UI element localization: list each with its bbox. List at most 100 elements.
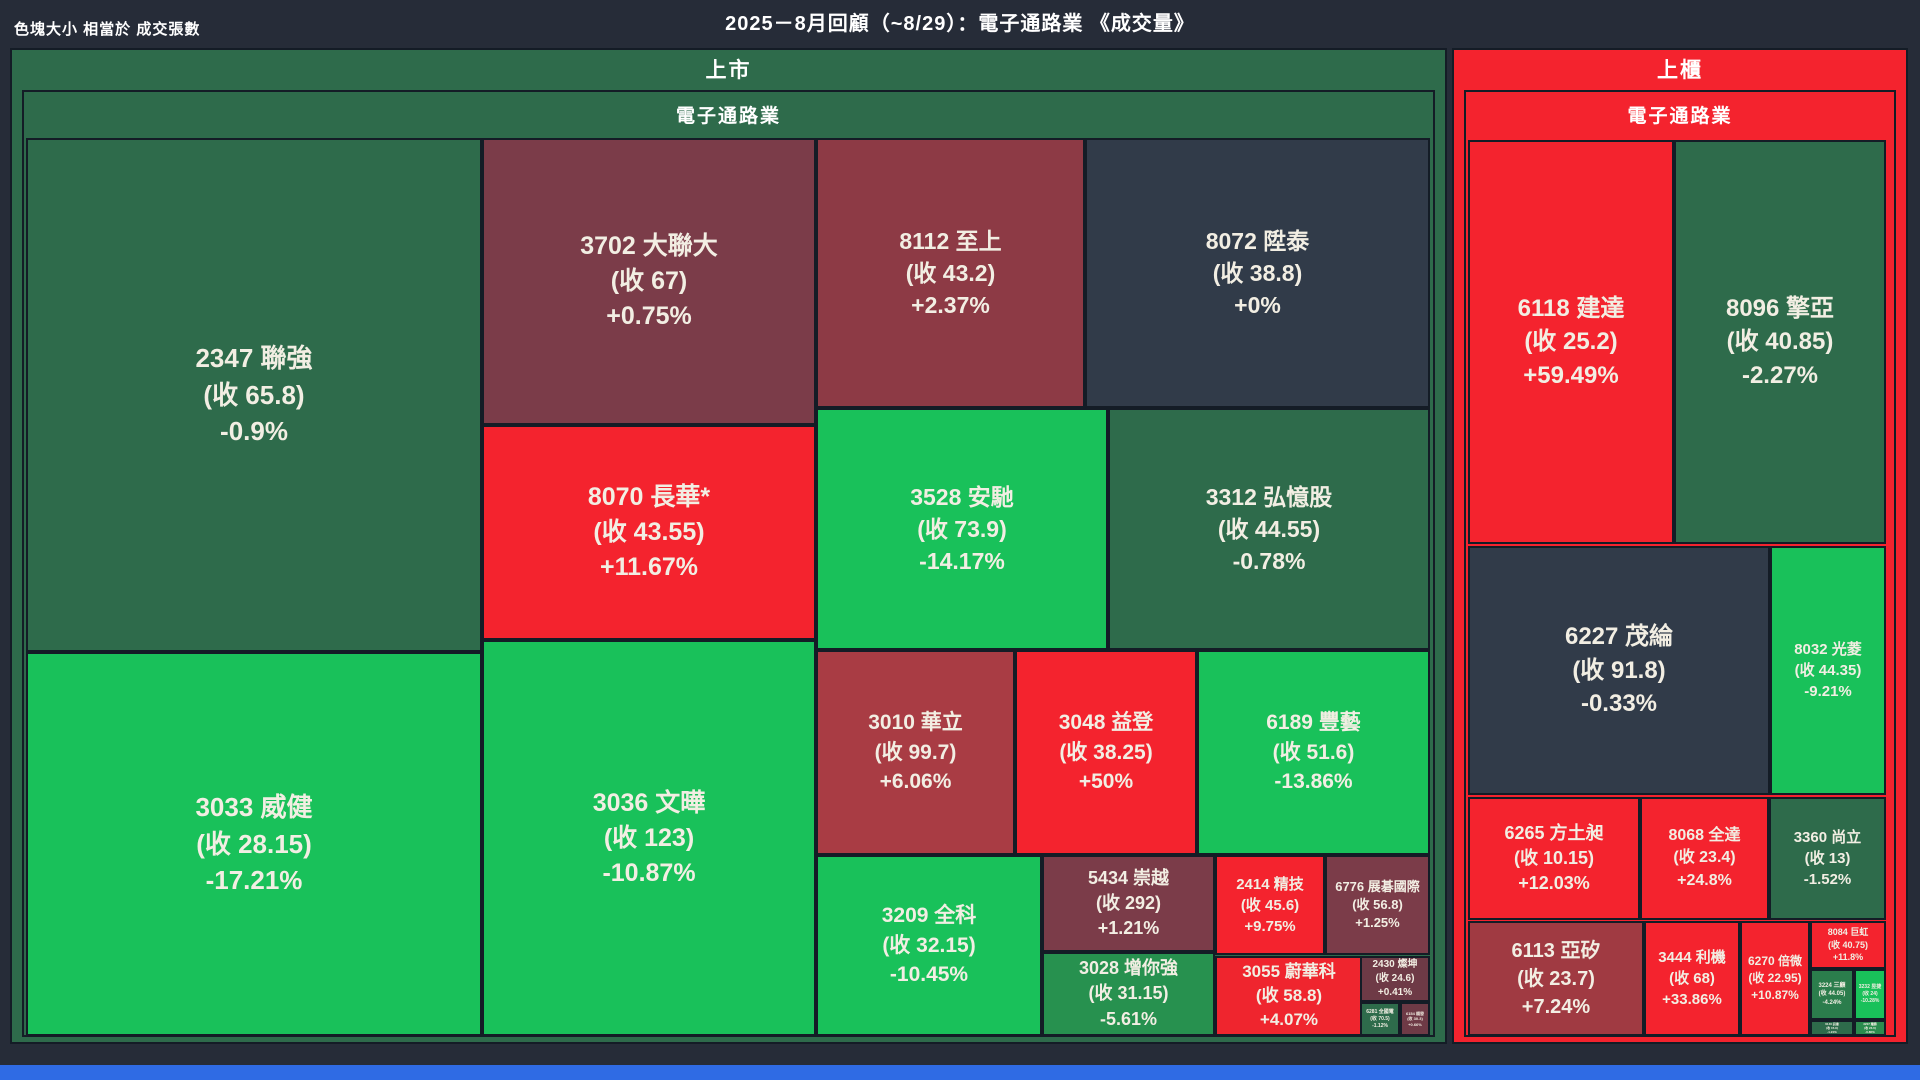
stock-block-3209[interactable]: 3209 全科 (收 32.15) -10.45% (818, 857, 1040, 1034)
stock-close-price: (收 32.15) (882, 933, 976, 957)
stock-change-percent: +0% (1234, 292, 1281, 319)
stock-change-percent: +0.75% (606, 302, 692, 330)
stock-block-3055[interactable]: 3055 蔚華科 (收 58.8) +4.07% (1217, 958, 1361, 1034)
treemap-area-otc: 6118 建達 (收 25.2) +59.49% 8096 擎亞 (收 40.85) -2… (1470, 138, 1890, 1034)
stock-close-price: (收 65.8) (203, 379, 305, 410)
stock-block-3224[interactable]: 3224 三顧 (收 44.05) -4.24% (1812, 971, 1852, 1018)
market-panel-listed: 上市 電子通路業 2347 聯強 (收 65.8) -0.9% 3033 威健 (收 2… (10, 48, 1447, 1044)
stock-block-6140[interactable]: 6140 訊達 (收 15.9) -1.24% (1812, 1022, 1852, 1034)
stock-close-price: (收 43.55) (593, 518, 705, 546)
stock-block-6189[interactable]: 6189 豐藝 (收 51.6) -13.86% (1199, 652, 1428, 853)
stock-close-price: (收 45.6) (1240, 896, 1300, 914)
stock-code-name: 6189 豐藝 (1266, 711, 1361, 735)
stock-block-3033[interactable]: 3033 威健 (收 28.15) -17.21% (28, 654, 480, 1034)
stock-block-6227[interactable]: 6227 茂綸 (收 91.8) -0.33% (1470, 548, 1768, 793)
stock-block-6113[interactable]: 6113 亞矽 (收 23.7) +7.24% (1470, 923, 1642, 1034)
stock-block-3528[interactable]: 3528 安馳 (收 73.9) -14.17% (818, 410, 1106, 648)
stock-block-6265[interactable]: 6265 方土昶 (收 10.15) +12.03% (1470, 799, 1638, 918)
stock-close-price: (收 43.2) (905, 259, 996, 286)
stock-block-3036[interactable]: 3036 文曄 (收 123) -10.87% (484, 642, 814, 1034)
stock-code-name: 6227 茂綸 (1564, 623, 1674, 651)
stock-change-percent: -9.21% (1804, 683, 1852, 700)
stock-close-price: (收 40.85) (1726, 328, 1834, 356)
stock-code-name: 3036 文曄 (592, 788, 706, 817)
stock-code-name: 8096 擎亞 (1725, 294, 1835, 322)
stock-code-name: 3528 安馳 (910, 483, 1014, 510)
stock-code-name: 3444 利機 (1658, 949, 1726, 966)
stock-block-5434[interactable]: 5434 崇越 (收 292) +1.21% (1044, 857, 1213, 950)
stock-close-price: (收 23.0) (1864, 1025, 1876, 1030)
stock-close-price: (收 73.9) (917, 515, 1007, 542)
stock-block-3312[interactable]: 3312 弘憶股 (收 44.55) -0.78% (1110, 410, 1428, 648)
stock-change-percent: +11.67% (599, 553, 698, 581)
stock-change-percent: +33.86% (1662, 991, 1722, 1008)
stock-block-2430[interactable]: 2430 燦坤 (收 24.6) +0.41% (1362, 958, 1428, 1000)
stock-close-price: (收 24.6) (1375, 973, 1415, 984)
stock-block-3232[interactable]: 3232 昱捷 (收 24) -10.28% (1856, 971, 1884, 1018)
stock-block-3360[interactable]: 3360 尚立 (收 13) -1.52% (1771, 799, 1884, 918)
stock-change-percent: +59.49% (1523, 361, 1619, 389)
stock-block-6281[interactable]: 6281 全國電 (收 70.5) -1.12% (1362, 1004, 1398, 1034)
stock-close-price: (收 15.9) (1826, 1025, 1838, 1030)
stock-block-6154[interactable]: 6154 順發 (收 30.3) +0.66% (1402, 1004, 1428, 1034)
stock-block-6270[interactable]: 6270 倍微 (收 22.95) +10.87% (1742, 923, 1808, 1034)
stock-block-8096[interactable]: 8096 擎亞 (收 40.85) -2.27% (1676, 142, 1884, 542)
stock-block-3010[interactable]: 3010 華立 (收 99.7) +6.06% (818, 652, 1013, 853)
stock-block-8112[interactable]: 8112 至上 (收 43.2) +2.37% (818, 140, 1083, 406)
stock-block-8070[interactable]: 8070 長華* (收 43.55) +11.67% (484, 427, 814, 638)
stock-block-3028[interactable]: 3028 增你強 (收 31.15) -5.61% (1044, 954, 1213, 1034)
stock-change-percent: +24.8% (1677, 871, 1732, 889)
stock-block-8072[interactable]: 8072 陞泰 (收 38.8) +0% (1087, 140, 1428, 406)
stock-change-percent: -5.61% (1099, 1008, 1158, 1029)
stock-block-3702[interactable]: 3702 大聯大 (收 67) +0.75% (484, 140, 814, 423)
stock-change-percent: -0.78% (1232, 548, 1306, 575)
stock-close-price: (收 31.15) (1088, 983, 1169, 1004)
stock-block-8032[interactable]: 8032 光菱 (收 44.35) -9.21% (1772, 548, 1884, 793)
stock-close-price: (收 24) (1862, 991, 1878, 997)
stock-block-3444[interactable]: 3444 利機 (收 68) +33.86% (1646, 923, 1738, 1034)
stock-block-3048[interactable]: 3048 益登 (收 38.25) +50% (1017, 652, 1195, 853)
stock-close-price: (收 23.4) (1673, 849, 1736, 867)
stock-code-name: 3702 大聯大 (580, 232, 718, 260)
stock-close-price: (收 67) (610, 267, 688, 295)
stock-code-name: 8068 全達 (1668, 826, 1741, 844)
stock-code-name: 8112 至上 (899, 227, 1002, 254)
industry-container-otc: 電子通路業 6118 建達 (收 25.2) +59.49% 8096 擎亞 (收 40… (1464, 90, 1896, 1037)
stock-code-name: 3033 威健 (195, 792, 313, 823)
stock-block-6776[interactable]: 6776 展碁國際 (收 56.8) +1.25% (1327, 857, 1428, 953)
stock-code-name: 8084 巨虹 (1827, 927, 1869, 938)
stock-change-percent: -1.12% (1372, 1022, 1388, 1029)
stock-change-percent: -4.24% (1822, 999, 1842, 1006)
stock-change-percent: +0.41% (1377, 987, 1413, 998)
stock-change-percent: -14.17% (919, 548, 1005, 575)
stock-close-price: (收 99.7) (874, 740, 957, 764)
stock-block-8068[interactable]: 8068 全達 (收 23.4) +24.8% (1642, 799, 1767, 918)
stock-block-3207[interactable]: 3207 耀勝 (收 23.0) -0.86% (1856, 1022, 1884, 1034)
stock-code-name: 6113 亞矽 (1511, 939, 1601, 962)
stock-change-percent: +4.07% (1259, 1009, 1319, 1029)
stock-code-name: 3010 華立 (868, 711, 963, 735)
stock-change-percent: +6.06% (879, 770, 952, 794)
stock-code-name: 3028 增你強 (1078, 958, 1179, 979)
stock-block-2414[interactable]: 2414 精技 (收 45.6) +9.75% (1217, 857, 1323, 953)
stock-close-price: (收 23.7) (1517, 967, 1595, 990)
stock-close-price: (收 51.6) (1272, 740, 1355, 764)
stock-code-name: 5434 崇越 (1087, 867, 1170, 888)
bottom-accent-bar (0, 1065, 1920, 1080)
stock-close-price: (收 58.8) (1255, 986, 1323, 1006)
stock-block-6118[interactable]: 6118 建達 (收 25.2) +59.49% (1470, 142, 1672, 542)
stock-change-percent: +7.24% (1521, 995, 1591, 1018)
stock-close-price: (收 30.3) (1407, 1016, 1423, 1022)
stock-block-2347[interactable]: 2347 聯強 (收 65.8) -0.9% (28, 140, 480, 650)
stock-code-name: 6270 倍微 (1747, 954, 1803, 969)
stock-close-price: (收 56.8) (1352, 896, 1403, 912)
stock-change-percent: -0.86% (1865, 1030, 1875, 1034)
stock-change-percent: +11.8% (1832, 952, 1864, 963)
stock-code-name: 3224 三顧 (1818, 982, 1846, 989)
market-header-otc: 上櫃 (1657, 59, 1703, 82)
stock-code-name: 6776 展碁國際 (1335, 878, 1420, 894)
stock-change-percent: +50% (1078, 770, 1134, 794)
stock-block-8084[interactable]: 8084 巨虹 (收 40.75) +11.8% (1812, 923, 1884, 967)
page-title: 2025－8月回顧（~8/29）：電子通路業 《成交量》 (725, 13, 1195, 35)
stock-code-name: 8070 長華* (587, 483, 711, 511)
